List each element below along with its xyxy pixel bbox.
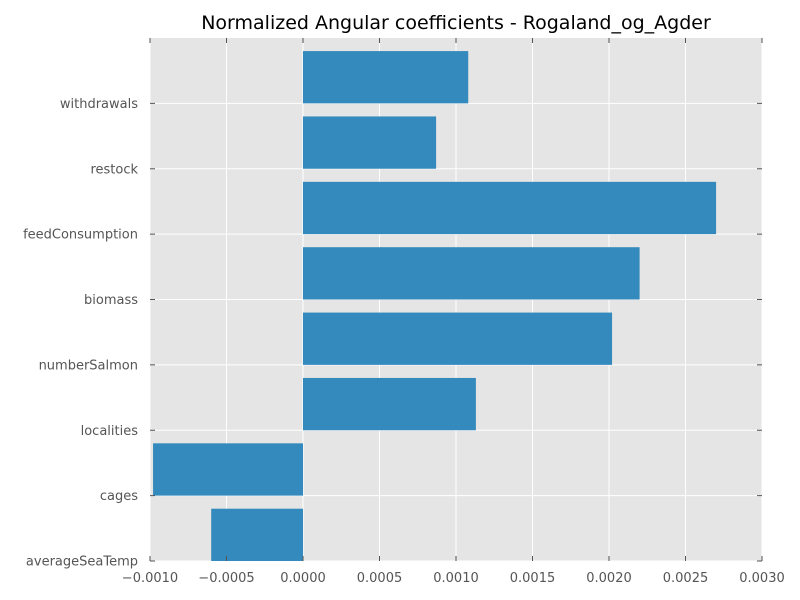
bar-cages [153, 443, 303, 496]
bar-averageSeaTemp [211, 508, 303, 561]
bar-localities [303, 377, 476, 431]
bar-withdrawals [303, 51, 469, 104]
y-tick-label-biomass: biomass [84, 293, 138, 308]
x-tick-label: 0.0005 [357, 571, 403, 586]
bar-biomass [303, 247, 640, 300]
x-tick-label: −0.0005 [198, 571, 254, 586]
y-tick-label-averageSeaTemp: averageSeaTemp [26, 555, 138, 570]
axis-ticks [149, 38, 763, 562]
y-tick-label-feedConsumption: feedConsumption [23, 228, 138, 243]
bar-numberSalmon [303, 312, 613, 365]
y-tick-label-localities: localities [81, 424, 139, 439]
x-tick-label: 0.0030 [739, 571, 785, 586]
x-tick-labels: −0.0010 −0.0005 0.0000 0.0005 0.0010 0.0015 0.… [122, 571, 785, 586]
x-tick-label: 0.0000 [280, 571, 326, 586]
x-tick-label: 0.0015 [510, 571, 556, 586]
y-tick-label-restock: restock [90, 162, 138, 177]
x-tick-label: 0.0010 [433, 571, 479, 586]
bar-feedConsumption [303, 181, 717, 235]
y-tick-label-cages: cages [100, 489, 138, 504]
y-tick-labels: averageSeaTemp cages localities numberSalmo… [23, 97, 138, 570]
x-tick-label: 0.0020 [586, 571, 632, 586]
y-tick-label-withdrawals: withdrawals [60, 97, 138, 112]
bars [153, 51, 717, 561]
chart-title: Normalized Angular coefficients - Rogala… [201, 12, 711, 34]
y-tick-label-numberSalmon: numberSalmon [39, 358, 138, 373]
x-tick-label: −0.0010 [122, 571, 178, 586]
bar-restock [303, 116, 437, 169]
x-tick-label: 0.0025 [663, 571, 709, 586]
